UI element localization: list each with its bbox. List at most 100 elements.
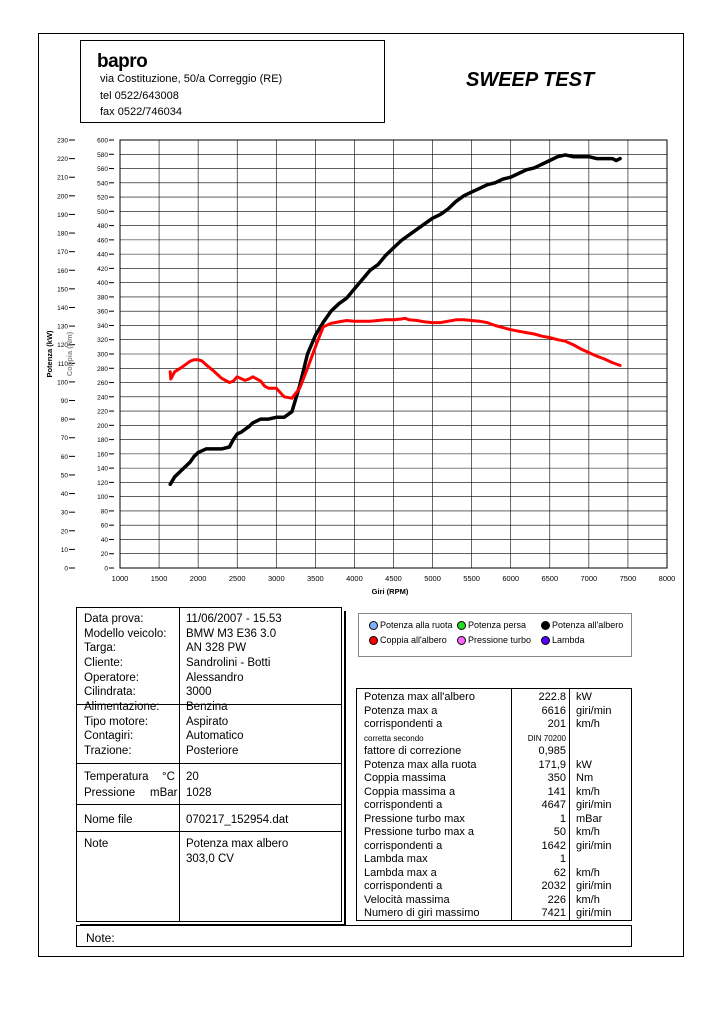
note-label: Note: bbox=[86, 931, 115, 945]
result-row: Numero di giri massimo 7421 giri/min bbox=[356, 907, 632, 920]
result-row: Coppia massima 350 Nm bbox=[356, 772, 632, 785]
y2-tick-label: 600 bbox=[97, 138, 108, 145]
y-tick-label: 90 bbox=[61, 398, 69, 405]
y-tick-label: 170 bbox=[57, 249, 68, 256]
y-tick-label: 180 bbox=[57, 231, 68, 238]
y2-tick-label: 160 bbox=[97, 451, 108, 458]
result-value: 62 bbox=[553, 866, 566, 879]
y-tick-label: 160 bbox=[57, 268, 68, 275]
x-tick-label: 2500 bbox=[229, 574, 246, 583]
company-header-box bbox=[80, 40, 385, 123]
y2-tick-label: 140 bbox=[97, 466, 108, 473]
info-value: Benzina bbox=[186, 701, 228, 713]
result-row: corretta secondo DIN 70200 bbox=[356, 732, 632, 745]
result-unit: giri/min bbox=[576, 704, 612, 717]
legend-item: Potenza alla ruota bbox=[369, 620, 453, 630]
result-label: fattore di correzione bbox=[364, 745, 462, 757]
result-label: Potenza max a bbox=[364, 704, 438, 717]
result-label: corretta secondo bbox=[364, 733, 424, 743]
y2-tick-label: 580 bbox=[97, 152, 108, 159]
y2-tick-label: 80 bbox=[101, 508, 109, 515]
info-value: 11/06/2007 - 15.53 bbox=[186, 613, 282, 625]
info-unit: mBar bbox=[150, 787, 178, 799]
x-tick-label: 8000 bbox=[659, 574, 676, 583]
y-tick-label: 10 bbox=[61, 547, 69, 554]
y-tick-label: 230 bbox=[57, 138, 68, 145]
y2-tick-label: 340 bbox=[97, 323, 108, 330]
y-tick-label: 200 bbox=[57, 193, 68, 200]
result-value: 4647 bbox=[541, 799, 566, 811]
result-value: 1 bbox=[559, 812, 566, 825]
result-label: Coppia massima a bbox=[364, 785, 456, 798]
y2-tick-label: 520 bbox=[97, 195, 108, 202]
company-tel: tel 0522/643008 bbox=[100, 90, 179, 102]
y-tick-label: 110 bbox=[58, 361, 69, 368]
info-value: 20 bbox=[186, 771, 199, 783]
x-tick-label: 5500 bbox=[463, 574, 480, 583]
y-tick-label: 130 bbox=[57, 324, 68, 331]
y-tick-label: 50 bbox=[61, 472, 69, 479]
result-label: Pressione turbo max bbox=[364, 812, 465, 825]
result-label: Lambda max a bbox=[364, 866, 437, 879]
info-label: Pressione bbox=[84, 787, 136, 799]
result-row: Coppia massima a 141 km/h bbox=[356, 786, 632, 799]
sweep-chart: 1000 1500 2000 2500 3000 3500 4000 4500 5000 5500… bbox=[45, 138, 676, 597]
result-value: 350 bbox=[547, 772, 566, 784]
legend-item: Potenza persa bbox=[457, 620, 526, 630]
result-unit: giri/min bbox=[576, 799, 612, 811]
y2-tick-label: 120 bbox=[97, 480, 108, 487]
result-row: corrispondenti a 4647 giri/min bbox=[356, 799, 632, 812]
report-frame bbox=[38, 33, 684, 957]
info-value: Posteriore bbox=[186, 745, 239, 757]
y2-tick-label: 540 bbox=[97, 180, 108, 187]
x-tick-label: 7000 bbox=[581, 574, 598, 583]
result-row: Pressione turbo max a 50 km/h bbox=[356, 826, 632, 839]
info-value: 1028 bbox=[186, 787, 212, 799]
y2-tick-label: 60 bbox=[101, 523, 109, 530]
info-label: Note bbox=[84, 838, 109, 850]
legend-dot-icon bbox=[369, 620, 378, 630]
result-row: corrispondenti a 2032 giri/min bbox=[356, 880, 632, 893]
y-tick-label: 30 bbox=[61, 510, 69, 517]
legend-label: Lambda bbox=[552, 635, 585, 645]
y2-tick-label: 360 bbox=[97, 309, 108, 316]
x-tick-label: 5000 bbox=[424, 574, 441, 583]
result-label: corrispondenti a bbox=[364, 880, 443, 892]
legend-label: Potenza all'albero bbox=[552, 620, 624, 630]
legend-item: Coppia all'albero bbox=[369, 635, 447, 645]
result-row: Pressione turbo max 1 mBar bbox=[356, 813, 632, 826]
x-tick-label: 2000 bbox=[190, 574, 207, 583]
result-label: Velocità massima bbox=[364, 893, 450, 906]
result-value: 2032 bbox=[541, 880, 566, 892]
legend-label: Potenza persa bbox=[468, 620, 527, 630]
results-box bbox=[356, 688, 632, 921]
result-row: Lambda max a 62 km/h bbox=[356, 867, 632, 880]
y-tick-label: 220 bbox=[57, 156, 68, 163]
y2-tick-label: 260 bbox=[97, 380, 108, 387]
result-unit: km/h bbox=[576, 785, 600, 798]
result-row: Lambda max 1 bbox=[356, 853, 632, 866]
result-label: corrispondenti a bbox=[364, 799, 443, 811]
legend-dot-icon bbox=[369, 635, 378, 645]
info-value: Aspirato bbox=[186, 716, 229, 728]
y2-tick-label: 440 bbox=[97, 252, 108, 259]
info-label: Nome file bbox=[84, 814, 133, 826]
legend-dot-icon bbox=[457, 620, 466, 630]
result-unit: km/h bbox=[576, 826, 600, 838]
x-tick-label: 3000 bbox=[268, 574, 285, 583]
vehicle-info-box bbox=[76, 607, 342, 922]
y-tick-label: 60 bbox=[61, 454, 69, 461]
result-value: 7421 bbox=[541, 907, 566, 919]
y-tick-label: 80 bbox=[61, 417, 69, 424]
y-axis-label-torque: Coppia (Nm) bbox=[65, 331, 74, 376]
result-unit: km/h bbox=[576, 866, 600, 879]
y2-tick-label: 0 bbox=[104, 566, 108, 573]
y2-tick-label: 460 bbox=[97, 237, 108, 244]
result-unit: giri/min bbox=[576, 839, 612, 852]
result-unit: kW bbox=[576, 758, 592, 771]
y2-tick-label: 240 bbox=[97, 394, 108, 401]
x-tick-label: 1500 bbox=[151, 574, 168, 583]
y2-tick-label: 200 bbox=[97, 423, 108, 430]
y2-tick-label: 420 bbox=[97, 266, 108, 273]
result-unit: kW bbox=[576, 691, 592, 703]
